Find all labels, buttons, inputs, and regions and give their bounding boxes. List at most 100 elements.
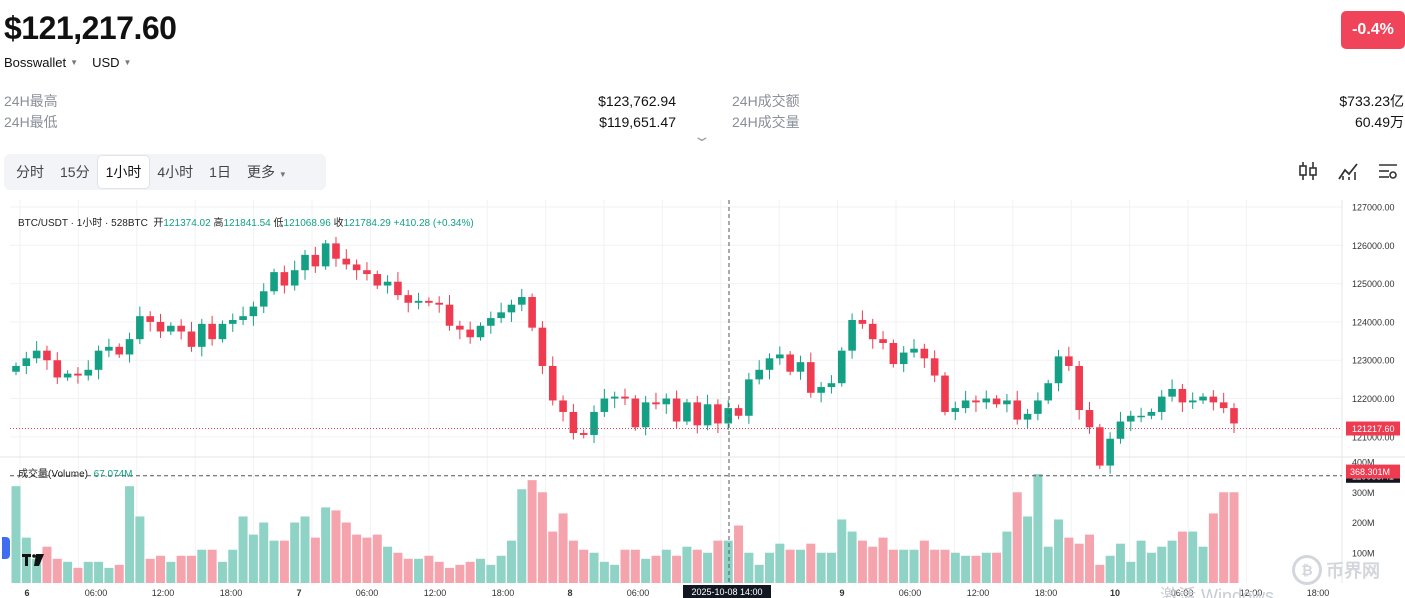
candle-body xyxy=(1085,410,1094,428)
candle-body xyxy=(1023,413,1032,420)
tab-1h[interactable]: 1小时 xyxy=(97,156,150,188)
currency-select[interactable]: USD ▼ xyxy=(92,55,131,70)
candle-body xyxy=(187,331,196,347)
volume-bar xyxy=(1054,519,1064,583)
candle-body xyxy=(817,387,825,393)
candle-body xyxy=(476,325,485,338)
volume-bar xyxy=(73,567,83,583)
vol-tick-label: 200M xyxy=(1352,518,1375,528)
volume-bar xyxy=(878,537,888,583)
y-tick-label: 126000.00 xyxy=(1352,241,1395,251)
candle-body xyxy=(837,350,846,384)
sidebar-toggle[interactable] xyxy=(2,537,10,559)
candle-body xyxy=(22,358,31,366)
volume-bar xyxy=(414,558,424,583)
high-label: 24H最高 xyxy=(4,92,58,109)
tab-4h[interactable]: 4小时 xyxy=(157,164,194,180)
volume-label: 24H成交量 xyxy=(732,113,800,130)
candle-body xyxy=(301,254,309,271)
crosshair-time-label: 2025-10-08 14:00 xyxy=(691,587,762,597)
settings-icon[interactable] xyxy=(1377,160,1399,182)
candle-body xyxy=(270,272,278,292)
volume-bar xyxy=(63,561,73,583)
volume-bar xyxy=(826,552,836,583)
candle-body xyxy=(899,352,908,365)
x-tick-label: 12:00 xyxy=(152,588,175,598)
x-tick-label: 12:00 xyxy=(967,588,990,598)
x-tick-label: 10 xyxy=(1110,588,1120,598)
volume-bar xyxy=(1167,540,1177,583)
candle-body xyxy=(352,264,361,271)
y-tick-label: 122000.00 xyxy=(1352,394,1395,404)
candle-body xyxy=(517,297,526,305)
volume-bar xyxy=(981,552,991,583)
candle-body xyxy=(43,350,51,361)
volume-bar xyxy=(114,564,124,583)
candle-body xyxy=(1106,438,1114,466)
tab-1d[interactable]: 1日 xyxy=(209,164,231,180)
volume-bar xyxy=(52,558,62,583)
volume-bar xyxy=(321,507,331,583)
volume-bar xyxy=(630,549,640,583)
tab-timeline[interactable]: 分时 xyxy=(16,164,44,180)
candle-body xyxy=(641,402,650,428)
candle-body xyxy=(858,320,867,324)
candle-body xyxy=(1065,356,1073,366)
candle-body xyxy=(228,320,237,324)
candle-body xyxy=(972,400,980,403)
volume-bar xyxy=(548,531,558,583)
candle-body xyxy=(672,398,681,422)
candle-body xyxy=(765,358,774,370)
candle-body xyxy=(683,402,691,422)
candle-body xyxy=(94,350,103,370)
x-tick-label: 18:00 xyxy=(220,588,243,598)
x-tick-label: 18:00 xyxy=(492,588,515,598)
candle-body xyxy=(487,318,495,326)
volume-bar xyxy=(135,516,145,583)
windows-watermark: 激活 Windows xyxy=(1160,586,1275,598)
volume-bar xyxy=(1188,531,1198,583)
indicator-icon[interactable] xyxy=(1337,160,1359,182)
volume-bar xyxy=(919,540,929,583)
candle-body xyxy=(1157,396,1166,412)
candle-body xyxy=(879,339,887,343)
last-price-label: 121217.60 xyxy=(1352,424,1395,434)
volume-bar xyxy=(1177,531,1187,583)
expand-chevron-icon[interactable]: ⌄ xyxy=(692,128,712,144)
volume-bar xyxy=(589,552,599,583)
open-value: 121374.02 xyxy=(163,218,211,229)
candlestick-icon[interactable] xyxy=(1297,160,1319,182)
candle-body xyxy=(1137,415,1145,418)
volume-bar xyxy=(156,555,166,583)
volume-bar xyxy=(259,522,269,583)
volume-bar xyxy=(703,552,713,583)
volume-bar xyxy=(1033,474,1043,583)
y-tick-label: 121000.00 xyxy=(1352,432,1395,442)
exchange-select[interactable]: Bosswallet ▼ xyxy=(4,55,78,70)
high-value: 121841.54 xyxy=(223,218,271,229)
candle-body xyxy=(1116,421,1125,439)
price-chart[interactable]: 127000.00 126000.00 125000.00 124000.00 1230… xyxy=(0,200,1405,598)
volume-bar xyxy=(42,546,52,583)
candle-body xyxy=(445,304,454,326)
candle-body xyxy=(827,383,836,388)
volume-bar xyxy=(424,555,434,583)
tab-15m[interactable]: 15分 xyxy=(60,164,90,180)
low-label: 24H最低 xyxy=(4,113,58,130)
volume-bar xyxy=(486,564,496,583)
volume-bar xyxy=(775,543,785,583)
volume-bar xyxy=(765,552,775,583)
volume-bar xyxy=(857,540,867,583)
tab-more[interactable]: 更多 ▼ xyxy=(239,156,295,188)
candle-body xyxy=(776,354,784,359)
volume-bar xyxy=(238,516,248,583)
volume-bar xyxy=(1115,543,1125,583)
candle-body xyxy=(579,433,588,435)
volume-bar xyxy=(785,549,795,583)
change-badge: -0.4% xyxy=(1341,11,1405,49)
candle-body xyxy=(910,348,918,353)
volume-bar xyxy=(1012,492,1022,583)
candle-body xyxy=(249,306,258,317)
volume-bar xyxy=(837,519,847,583)
volume-bar xyxy=(217,561,227,583)
